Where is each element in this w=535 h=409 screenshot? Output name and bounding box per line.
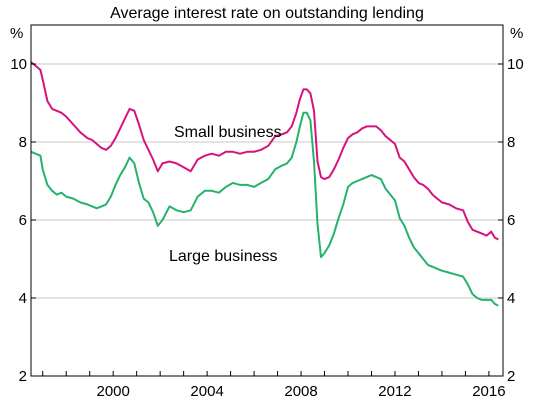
series-label-small-business: Small business bbox=[174, 124, 282, 141]
x-tick-label: 2008 bbox=[284, 383, 317, 400]
series-line-large-business bbox=[30, 111, 499, 307]
left-axis-unit: % bbox=[10, 25, 23, 42]
right-axis-unit: % bbox=[510, 25, 523, 42]
y-tick-label-left: 6 bbox=[19, 212, 27, 229]
y-tick-label-right: 2 bbox=[507, 368, 515, 385]
y-tick-label-right: 4 bbox=[507, 290, 515, 307]
gridlines bbox=[31, 63, 503, 377]
x-tick-label: 2000 bbox=[97, 383, 130, 400]
series-lines bbox=[30, 61, 499, 307]
x-tick-label: 2016 bbox=[472, 383, 505, 400]
y-tick-label-left: 4 bbox=[19, 290, 27, 307]
plot-frame bbox=[30, 24, 504, 377]
axis-ticks: 2 2 4 4 6 6 8 8 10 10 2000 2004 2008 2012 2016 bbox=[10, 56, 523, 400]
series-line-small-business bbox=[30, 61, 499, 241]
y-tick-label-left: 10 bbox=[10, 56, 27, 73]
chart-title: Average interest rate on outstanding len… bbox=[110, 5, 424, 22]
x-tick-label: 2004 bbox=[190, 383, 223, 400]
y-tick-label-left: 8 bbox=[19, 134, 27, 151]
series-label-large-business: Large business bbox=[169, 248, 278, 265]
y-tick-label-left: 2 bbox=[19, 368, 27, 385]
y-tick-label-right: 10 bbox=[507, 56, 524, 73]
y-tick-label-right: 6 bbox=[507, 212, 515, 229]
x-tick-label: 2012 bbox=[378, 383, 411, 400]
y-tick-label-right: 8 bbox=[507, 134, 515, 151]
